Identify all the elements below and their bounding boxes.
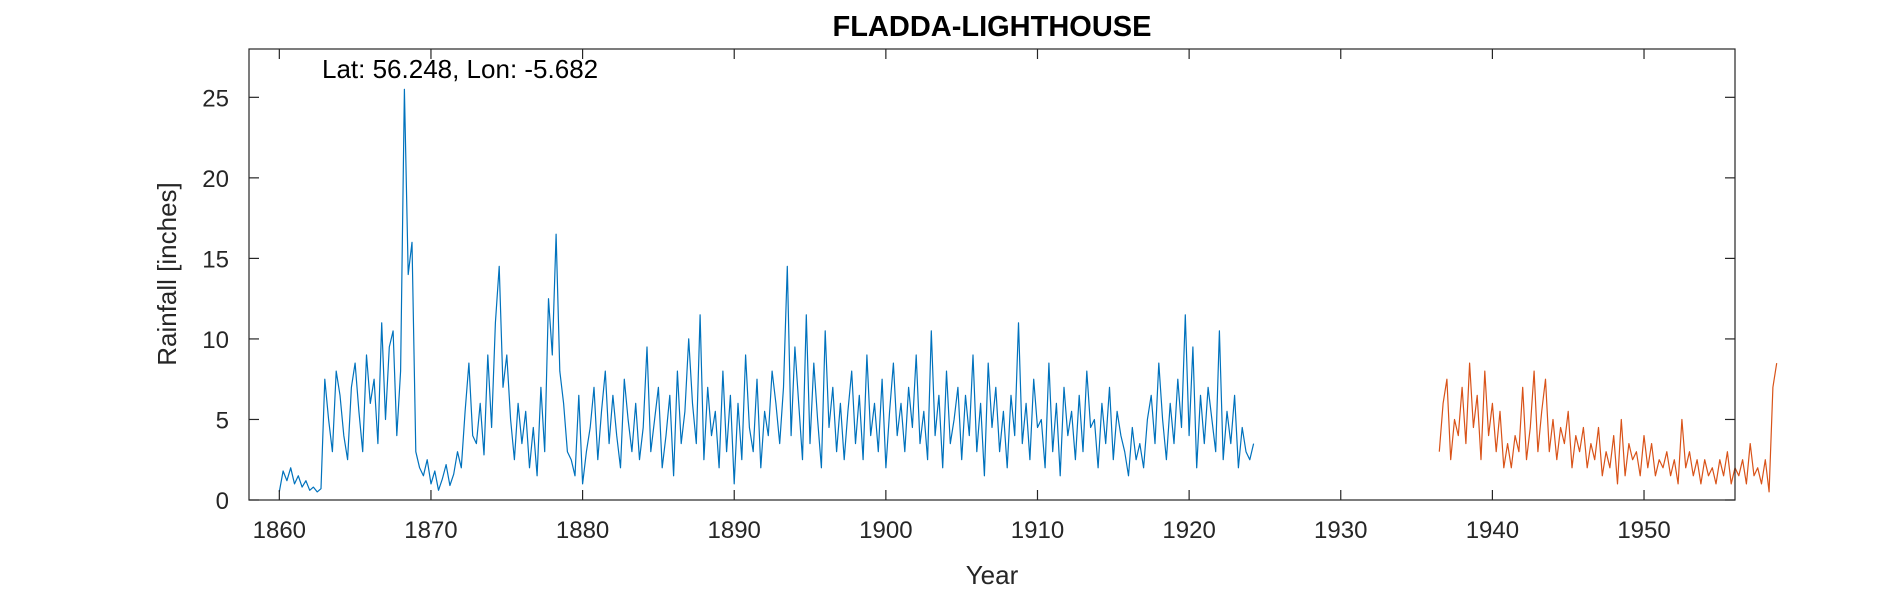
x-tick-label: 1920 [1162, 517, 1215, 544]
y-tick-label: 25 [202, 85, 229, 112]
y-tick-label: 0 [216, 488, 229, 515]
y-tick-label: 15 [202, 246, 229, 273]
series-layer [278, 88, 1778, 493]
y-tick-label: 5 [216, 407, 229, 434]
x-tick-label: 1940 [1466, 517, 1519, 544]
x-tick-label: 1900 [859, 517, 912, 544]
series-line-1 [278, 88, 1255, 493]
x-tick-label: 1880 [556, 517, 609, 544]
y-tick-label: 10 [202, 327, 229, 354]
axes-box [248, 48, 1736, 501]
plot-area [249, 49, 1735, 500]
x-axis-title: Year [966, 560, 1019, 590]
chart-title: FLADDA-LIGHTHOUSE [833, 11, 1152, 43]
y-tick-label: 20 [202, 166, 229, 193]
x-tick-label: 1870 [404, 517, 457, 544]
location-annotation: Lat: 56.248, Lon: -5.682 [322, 54, 598, 84]
x-tick-label: 1860 [253, 517, 306, 544]
axes-layer: 1860 1870 1880 1890 1900 1910 1920 1930 1940 1950… [202, 48, 1736, 544]
series-line-2 [1438, 362, 1778, 493]
x-tick-label: 1950 [1617, 517, 1670, 544]
x-tick-label: 1890 [708, 517, 761, 544]
x-tick-label: 1930 [1314, 517, 1367, 544]
y-axis-title: Rainfall [inches] [152, 182, 182, 366]
x-tick-label: 1910 [1011, 517, 1064, 544]
